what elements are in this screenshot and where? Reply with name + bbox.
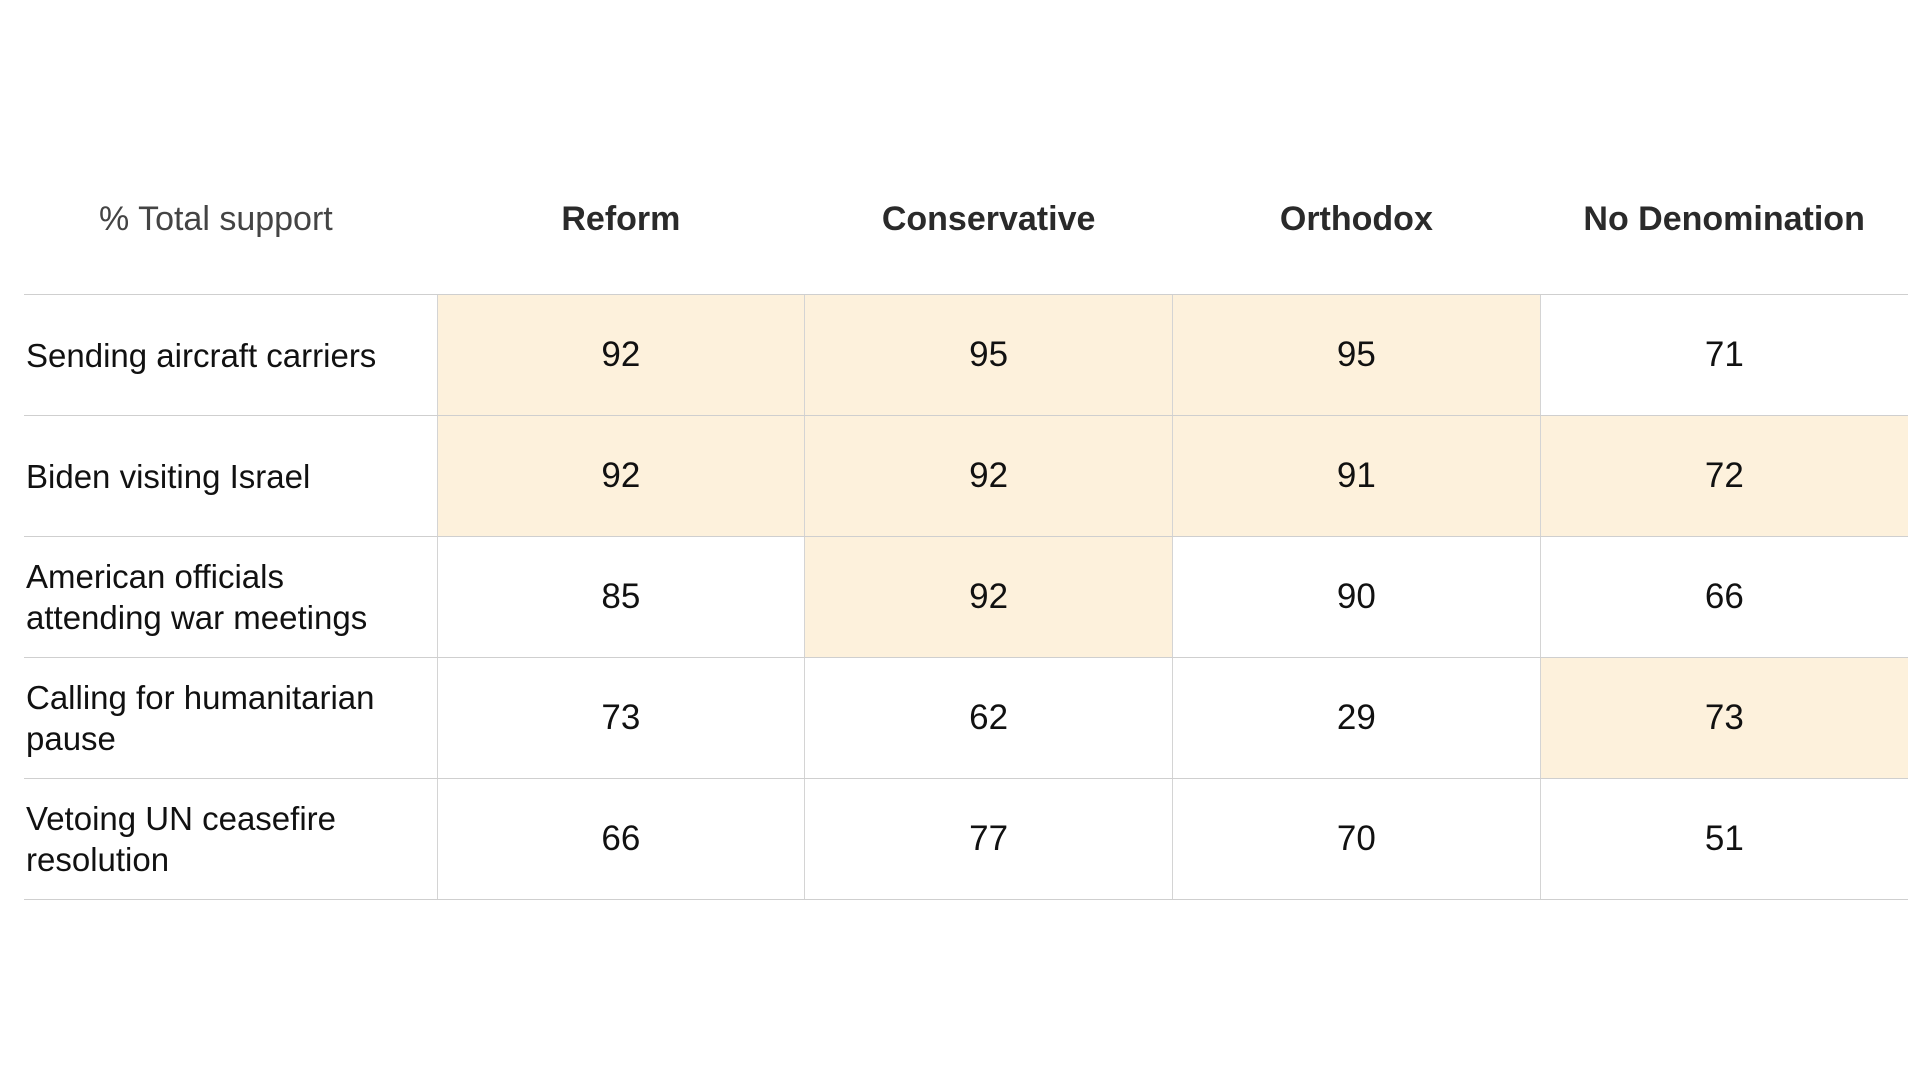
column-header-conservative: Conservative — [804, 145, 1173, 295]
table-row: Biden visiting Israel 92 92 91 72 — [24, 415, 1908, 537]
table-cell: 85 — [436, 536, 805, 658]
header-row: % Total support Reform Conservative Orth… — [24, 145, 1908, 295]
column-header-no-denomination: No Denomination — [1540, 145, 1908, 295]
table-cell: 92 — [436, 294, 805, 416]
corner-label: % Total support — [24, 145, 437, 295]
table-cell: 29 — [1172, 657, 1541, 779]
support-table-container: % Total support Reform Conservative Orth… — [24, 145, 1908, 900]
table-cell: 73 — [436, 657, 805, 779]
table-cell: 70 — [1172, 778, 1541, 900]
table-cell: 92 — [804, 415, 1173, 537]
table-cell: 77 — [804, 778, 1173, 900]
row-label: Calling for humanitarian pause — [24, 657, 437, 779]
support-table: % Total support Reform Conservative Orth… — [24, 145, 1908, 900]
column-header-reform: Reform — [437, 145, 805, 295]
table-cell: 71 — [1539, 294, 1908, 416]
row-label: Vetoing UN ceasefire resolution — [24, 778, 437, 900]
table-cell: 95 — [804, 294, 1173, 416]
row-label: American officials attending war meeting… — [24, 536, 437, 658]
table-cell: 92 — [804, 536, 1173, 658]
table-cell: 92 — [436, 415, 805, 537]
column-header-orthodox: Orthodox — [1172, 145, 1541, 295]
row-label: Biden visiting Israel — [24, 415, 437, 537]
row-label: Sending aircraft carriers — [24, 294, 437, 416]
table-cell: 72 — [1539, 415, 1908, 537]
table-cell: 95 — [1172, 294, 1541, 416]
table-cell: 73 — [1539, 657, 1908, 779]
table-row: Calling for humanitarian pause 73 62 29 … — [24, 657, 1908, 779]
table-cell: 62 — [804, 657, 1173, 779]
table-row: Vetoing UN ceasefire resolution 66 77 70… — [24, 778, 1908, 900]
table-cell: 90 — [1172, 536, 1541, 658]
table-cell: 66 — [436, 778, 805, 900]
table-row: American officials attending war meeting… — [24, 536, 1908, 658]
table-cell: 51 — [1539, 778, 1908, 900]
table-cell: 91 — [1172, 415, 1541, 537]
table-cell: 66 — [1539, 536, 1908, 658]
table-row: Sending aircraft carriers 92 95 95 71 — [24, 294, 1908, 416]
